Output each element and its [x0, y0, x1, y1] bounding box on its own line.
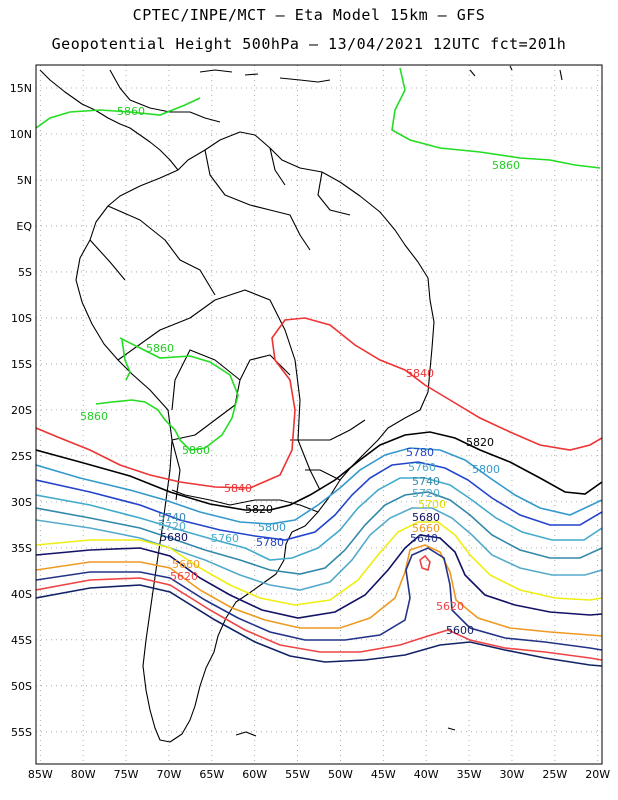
contour-label: 5860: [80, 410, 108, 423]
lat-tick-label: 10S: [11, 312, 32, 325]
contour-label: 5860: [182, 444, 210, 457]
lon-tick-label: 30W: [500, 768, 525, 781]
contour-label: 5860: [146, 342, 174, 355]
lon-tick-label: 60W: [242, 768, 267, 781]
lat-tick-label: 45S: [11, 634, 32, 647]
lat-tick-label: 50S: [11, 680, 32, 693]
contour-5820: [36, 431, 602, 511]
lat-tick-label: 35S: [11, 542, 32, 555]
contour-label: 5720: [412, 487, 440, 500]
contour-5740: [36, 491, 602, 575]
lat-tick-label: 5N: [17, 174, 32, 187]
contour-5860-north: [36, 67, 601, 169]
contour-5720: [36, 507, 602, 591]
contour-5780: [36, 461, 602, 541]
contour-label: 5840: [224, 482, 252, 495]
lon-tick-label: 75W: [114, 768, 139, 781]
contour-label: 5740: [158, 511, 186, 524]
contour-5620-closed: [419, 554, 431, 572]
contour-label: 5820: [245, 503, 273, 516]
caribbean-islands: [199, 65, 563, 83]
contour-5600: [36, 584, 602, 667]
contour-label: 5660: [172, 558, 200, 571]
lat-tick-label: 55S: [11, 726, 32, 739]
contour-5640: [36, 547, 602, 651]
lat-tick-label: 40S: [11, 588, 32, 601]
contour-label: 5620: [170, 570, 198, 583]
contour-5760: [36, 477, 602, 561]
country-borders: [89, 147, 366, 513]
contour-5700: [36, 521, 602, 606]
lat-tick-label: 10N: [10, 128, 32, 141]
lon-tick-label: 40W: [414, 768, 439, 781]
contour-labels: 5860 5860 5860 5860 5860 5840 5840 5820 …: [80, 105, 520, 637]
contour-label: 5760: [408, 461, 436, 474]
contour-label: 5800: [258, 521, 286, 534]
axis-labels: 85W 80W 75W 70W 65W 60W 55W 50W 45W 40W 35W 30W 25W 2…: [10, 82, 611, 781]
lon-tick-label: 25W: [542, 768, 567, 781]
lat-tick-label: 15N: [10, 82, 32, 95]
contour-5840: [36, 317, 602, 489]
contour-5800: [36, 447, 602, 525]
map-title-line2: Geopotential Height 500hPa – 13/04/2021 …: [51, 35, 567, 53]
lon-tick-label: 45W: [371, 768, 396, 781]
falkland-islands: [235, 727, 456, 737]
lon-tick-label: 50W: [328, 768, 353, 781]
lat-tick-label: 5S: [18, 266, 32, 279]
contour-label: 5720: [158, 520, 186, 533]
contour-label: 5660: [412, 522, 440, 535]
lat-tick-label: 30S: [11, 496, 32, 509]
contour-label: 5780: [256, 536, 284, 549]
contour-label: 5700: [418, 498, 446, 511]
contour-label: 5640: [410, 532, 438, 545]
lon-tick-label: 70W: [156, 768, 181, 781]
lon-tick-label: 55W: [285, 768, 310, 781]
contour-label: 5760: [211, 532, 239, 545]
contour-label: 5600: [446, 624, 474, 637]
lat-tick-label: 20S: [11, 404, 32, 417]
coastlines: [39, 65, 563, 743]
lat-tick-label: 15S: [11, 358, 32, 371]
contour-label: 5860: [492, 159, 520, 172]
map-title-line1: CPTEC/INPE/MCT – Eta Model 15km – GFS: [132, 6, 486, 24]
contour-5680: [36, 534, 602, 619]
plot-frame: [35, 64, 603, 765]
contour-5620: [36, 577, 602, 661]
contour-label: 5800: [472, 463, 500, 476]
contour-lines: [36, 67, 602, 667]
contour-label: 5860: [117, 105, 145, 118]
lon-tick-label: 85W: [28, 768, 53, 781]
lat-tick-label: EQ: [16, 220, 32, 233]
lon-tick-label: 80W: [71, 768, 96, 781]
contour-label: 5820: [466, 436, 494, 449]
contour-label: 5780: [406, 446, 434, 459]
contour-label: 5680: [412, 511, 440, 524]
central-america-coast-north: [109, 69, 221, 123]
contour-label: 5840: [406, 367, 434, 380]
lat-tick-label: 25S: [11, 450, 32, 463]
lon-tick-label: 20W: [585, 768, 610, 781]
central-america-coast: [39, 69, 179, 171]
south-america-coast: [75, 131, 435, 743]
lon-tick-label: 35W: [457, 768, 482, 781]
contour-label: 5740: [412, 475, 440, 488]
contour-label: 5620: [436, 600, 464, 613]
lon-tick-label: 65W: [199, 768, 224, 781]
contour-5660: [36, 544, 602, 637]
contour-label: 5680: [160, 531, 188, 544]
contour-5860-south: [95, 337, 239, 451]
